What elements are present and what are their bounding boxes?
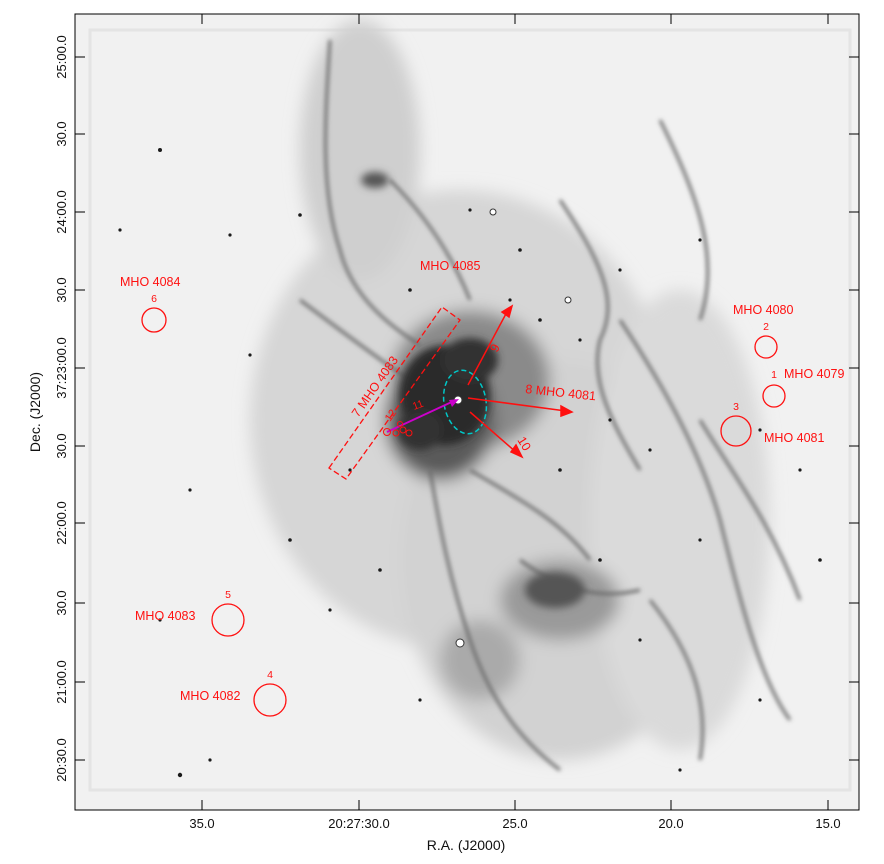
knot-11-label: 11	[411, 398, 425, 413]
y-tick-label: 22:00.0	[54, 501, 69, 544]
mho-label: MHO 4081	[764, 431, 824, 445]
x-tick-label: 25.0	[502, 816, 527, 831]
y-tick-label: 30.0	[54, 590, 69, 615]
y-tick-label: 20:30.0	[54, 738, 69, 781]
y-tick-label: 25:00.0	[54, 35, 69, 78]
arrow-10-label: 10	[514, 434, 533, 453]
outflow-box-7	[328, 306, 461, 480]
source-number: 5	[225, 589, 231, 601]
mho-label: MHO 4080	[733, 303, 793, 317]
source-circle-5	[211, 603, 245, 637]
source-numbers: 1 2 3 4 5 6	[151, 293, 777, 681]
x-tick-label: 20:27:30.0	[328, 816, 389, 831]
y-tick-label: 30.0	[54, 277, 69, 302]
source-number: 3	[733, 401, 739, 413]
source-circle-3	[720, 415, 752, 447]
x-axis-title: R.A. (J2000)	[427, 837, 506, 853]
source-number: 1	[771, 369, 777, 381]
mho-label: MHO 4082	[180, 689, 240, 703]
source-circle-4	[253, 683, 287, 717]
x-tick-label: 15.0	[815, 816, 840, 831]
y-tick-label: 21:00.0	[54, 660, 69, 703]
y-tick-label: 30.0	[54, 121, 69, 146]
axis-ticks	[75, 14, 859, 810]
mho-label: MHO 4085	[420, 259, 480, 273]
mho-label: MHO 4079	[784, 367, 844, 381]
y-axis-title: Dec. (J2000)	[27, 372, 43, 452]
source-number: 6	[151, 293, 157, 305]
source-number: 2	[763, 321, 769, 333]
y-tick-label: 30.0	[54, 433, 69, 458]
y-tick-label: 37:23:00.0	[54, 337, 69, 398]
x-tick-label: 20.0	[658, 816, 683, 831]
x-tick-labels: 35.0 20:27:30.0 25.0 20.0 15.0	[189, 816, 840, 831]
mho-label: MHO 4084	[120, 275, 180, 289]
plot-frame	[74, 13, 860, 811]
mho-label: MHO 4083	[135, 609, 195, 623]
source-circle-2	[754, 335, 778, 359]
y-tick-label: 24:00.0	[54, 190, 69, 233]
source-circle-1	[762, 384, 786, 408]
magenta-jet	[386, 399, 457, 433]
y-tick-labels: 25:00.0 30.0 24:00.0 30.0 37:23:00.0 30.…	[54, 35, 69, 781]
source-circle-6	[141, 307, 167, 333]
source-circles	[141, 307, 786, 717]
x-tick-label: 35.0	[189, 816, 214, 831]
mho-labels: MHO 4079 MHO 4080 MHO 4081 MHO 4082 MHO …	[120, 259, 844, 703]
source-number: 4	[267, 669, 273, 681]
